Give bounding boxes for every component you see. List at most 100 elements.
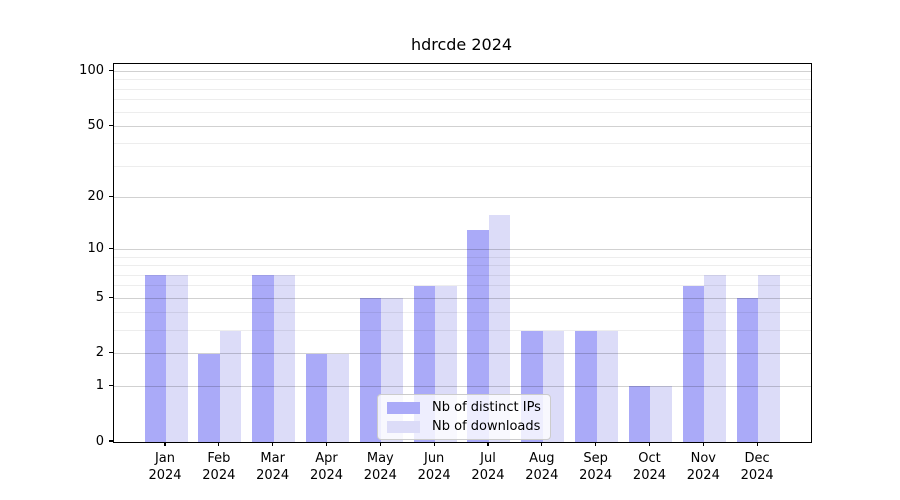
minor-gridline [114,79,811,81]
x-tick-label: May 2024 [349,450,411,484]
x-tick-label-month: Mar [260,451,285,466]
y-tick-label: 2 [95,345,104,361]
x-tick-label-month: Jun [423,451,445,466]
x-tick-label: Jun 2024 [403,450,465,484]
x-tick-label-year: 2024 [417,468,451,483]
minor-gridline [114,143,811,145]
y-tick [108,69,113,72]
bar-distinct-ips [682,285,705,442]
x-tick [487,442,489,447]
x-tick [272,442,274,447]
minor-gridline [114,330,811,332]
y-tick-label: 1 [95,377,104,393]
x-tick-label-year: 2024 [309,468,344,483]
x-tick-label: Mar 2024 [242,450,304,484]
bar-distinct-ips [144,275,166,442]
x-tick-label: Nov 2024 [672,450,734,484]
y-tick [108,384,113,386]
y-tick-label: 100 [79,63,104,79]
y-tick-label: 0 [95,433,104,449]
x-tick-label-year: 2024 [632,468,667,483]
x-tick-label-year: 2024 [525,468,559,483]
x-tick [218,442,220,447]
x-tick-label-year: 2024 [579,468,613,483]
y-tick-label: 5 [95,289,104,305]
y-tick [108,352,113,354]
x-tick-label: Apr 2024 [295,450,357,484]
x-tick [325,442,328,447]
major-gridline [114,197,811,199]
minor-gridline [114,256,811,258]
legend-label-distinct-ips: Nb of distinct IPs [432,400,541,415]
x-tick-label-year: 2024 [740,468,774,483]
x-tick-label-month: May [366,451,394,466]
x-tick-label: Jan 2024 [134,450,196,484]
minor-gridline [114,274,811,276]
bar-distinct-ips [575,330,597,442]
bar-distinct-ips [359,298,382,442]
legend-swatch-distinct-ips [387,401,420,414]
legend-label-downloads: Nb of downloads [432,419,541,434]
bar-downloads [758,275,780,442]
bar-downloads [596,330,619,442]
minor-gridline [114,312,811,314]
minor-gridline [114,285,811,287]
major-gridline [114,297,811,299]
y-tick [108,296,113,298]
x-tick [702,442,704,447]
minor-gridline [114,88,811,90]
y-tick-label: 10 [87,241,104,257]
x-tick-label: Dec 2024 [726,450,788,484]
x-tick-label: Sep 2024 [565,450,627,484]
x-tick-label: Feb 2024 [188,450,250,484]
legend-swatch-downloads [387,420,420,433]
x-tick [648,442,651,447]
major-gridline [114,249,811,251]
x-tick [164,442,166,447]
y-tick [108,247,113,250]
y-tick [108,440,113,442]
y-tick-label: 50 [87,117,104,133]
x-tick [379,442,381,447]
minor-gridline [114,111,811,113]
bar-downloads [166,275,188,442]
bar-distinct-ips [252,275,274,442]
bar-distinct-ips [736,298,759,442]
x-tick-label-month: Jan [154,451,176,466]
minor-gridline [114,165,811,167]
major-gridline [114,125,811,127]
bar-downloads [488,214,511,442]
x-tick-label-month: Sep [583,451,608,466]
y-tick-label: 20 [87,189,104,205]
x-tick-label-month: Nov [690,451,716,466]
y-tick [108,196,113,198]
x-tick-label-year: 2024 [256,468,290,483]
bar-downloads [219,330,242,442]
x-tick-label-month: Feb [207,451,231,466]
x-tick-label-year: 2024 [202,468,236,483]
major-gridline [114,385,811,387]
x-tick-label-year: 2024 [471,468,505,483]
bar-downloads [704,275,726,442]
major-gridline [114,353,811,355]
plot-area: Nb of distinct IPs Nb of downloads [113,63,812,443]
bar-distinct-ips [305,353,328,442]
major-gridline [114,71,811,73]
bar-distinct-ips [467,230,489,442]
x-tick [756,442,758,447]
x-tick [541,442,543,447]
x-tick-label-month: Jul [480,451,496,466]
bar-distinct-ips [628,386,651,442]
x-tick [595,442,597,447]
x-tick-label: Aug 2024 [511,450,573,484]
bar-downloads [327,353,349,442]
legend-entry-distinct-ips: Nb of distinct IPs [387,400,541,415]
minor-gridline [114,265,811,267]
x-tick-label: Oct 2024 [618,450,680,484]
x-tick-label-month: Apr [315,451,338,466]
x-tick-label-month: Oct [638,451,661,466]
x-tick-label-month: Dec [744,451,770,466]
x-tick-label-year: 2024 [686,468,720,483]
bar-downloads [650,386,672,442]
